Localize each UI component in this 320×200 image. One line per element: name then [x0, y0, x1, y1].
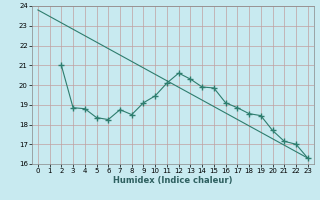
X-axis label: Humidex (Indice chaleur): Humidex (Indice chaleur)	[113, 176, 233, 185]
